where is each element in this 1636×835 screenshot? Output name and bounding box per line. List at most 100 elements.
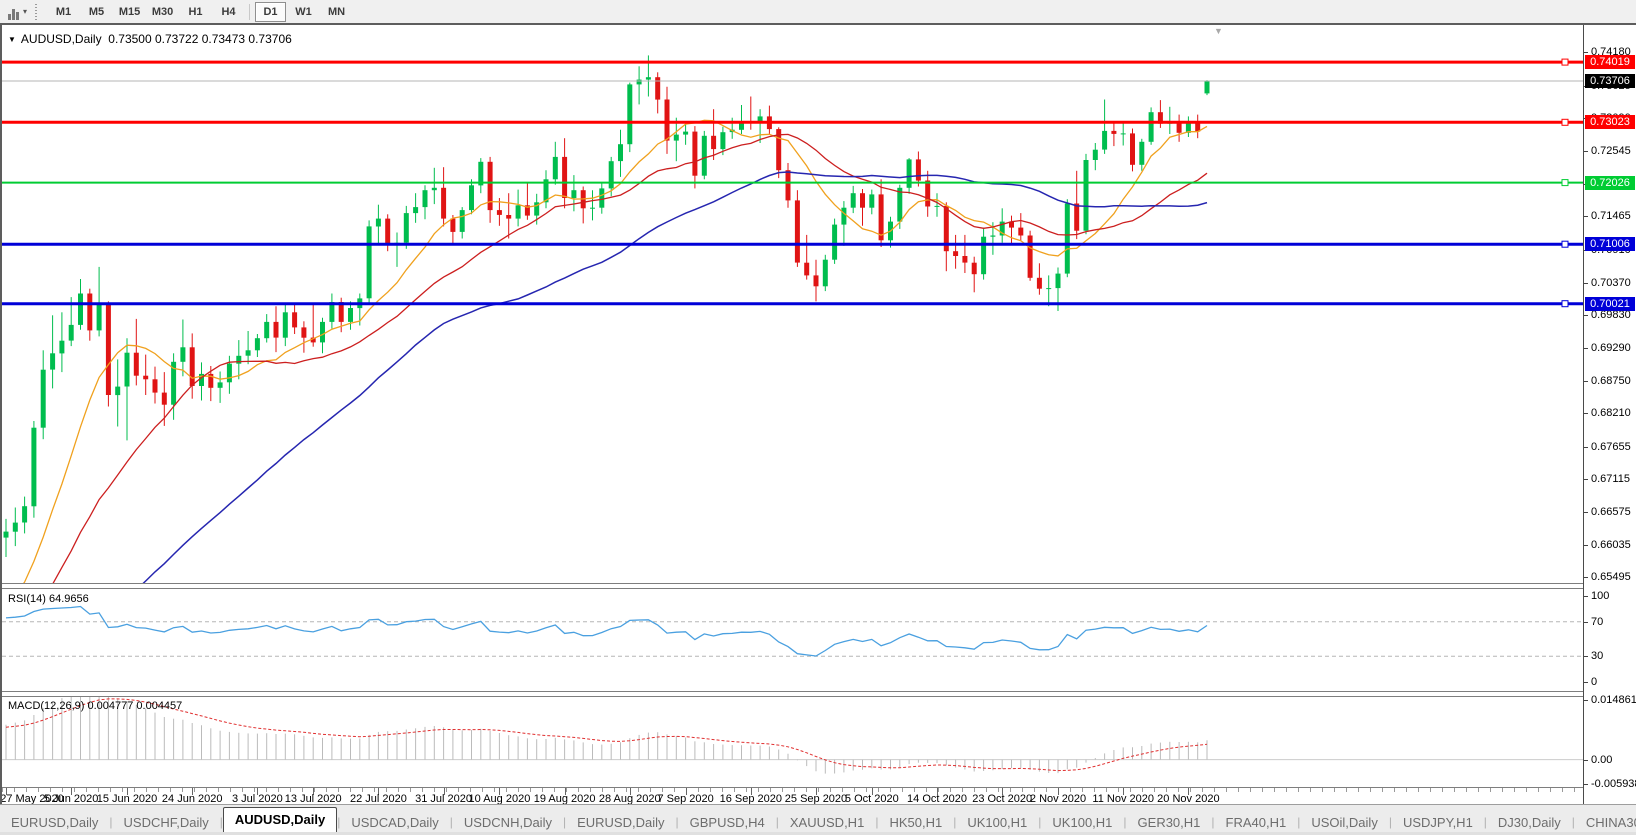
timeframe-button-h1[interactable]: H1 — [188, 5, 203, 18]
chart-tab-uk100[interactable]: UK100,H1 — [967, 815, 1028, 830]
chart-management-icon[interactable] — [4, 4, 22, 20]
date-label: 20 Nov 2020 — [1157, 793, 1220, 805]
price-tick-label: 0.66035 — [1584, 539, 1631, 551]
date-major-tick — [686, 788, 687, 795]
level-price-label: 0.70021 — [1585, 297, 1635, 311]
toolbar-grip[interactable] — [35, 3, 41, 20]
chart-tab-xauusd[interactable]: XAUUSD,H1 — [789, 815, 865, 830]
level-price-label: 0.74019 — [1585, 55, 1635, 69]
date-label: 19 Aug 2020 — [533, 793, 596, 805]
macd-signal-line — [5, 698, 1208, 772]
timeframe-button-d1[interactable]: D1 — [255, 1, 287, 22]
level-price-label: 0.72026 — [1585, 176, 1635, 190]
chart-tab-fra40[interactable]: FRA40,H1 — [1225, 815, 1287, 830]
chart-tab-usdchf[interactable]: USDCHF,Daily — [123, 815, 209, 830]
rsi-axis-label: 30 — [1584, 650, 1603, 662]
date-major-tick — [937, 788, 938, 795]
current-price-label: 0.73706 — [1585, 74, 1635, 88]
rsi-svg — [2, 605, 1583, 657]
timeframe-button-w1[interactable]: W1 — [295, 5, 312, 18]
timeframe-button-mn[interactable]: MN — [327, 5, 346, 18]
date-major-tick — [1188, 788, 1189, 795]
rsi-label: RSI(14) 64.9656 — [8, 593, 89, 605]
date-major-tick — [630, 788, 631, 795]
date-major-tick — [565, 788, 566, 795]
chart-tab-usdjpy[interactable]: USDJPY,H1 — [1402, 815, 1473, 830]
candlestick-chart[interactable] — [2, 25, 1583, 583]
date-label: 24 Jun 2020 — [161, 793, 223, 805]
chart-tab-audusd[interactable]: AUDUSD,Daily — [222, 807, 338, 833]
line-handle — [1561, 58, 1569, 66]
rsi-indicator-panel[interactable]: RSI(14) 64.9656 — [2, 589, 1583, 691]
tab-separator: | — [337, 815, 341, 829]
chart-tab-eurusd[interactable]: EURUSD,Daily — [577, 815, 665, 830]
date-label: 14 Oct 2020 — [907, 793, 967, 805]
date-major-tick — [1002, 788, 1003, 795]
date-label: 22 Jul 2020 — [349, 793, 407, 805]
chart-tab-china300[interactable]: CHINA300,H1 — [1585, 815, 1636, 830]
chart-tab-eurusd[interactable]: EURUSD,Daily — [11, 815, 99, 830]
date-label: 7 Sep 2020 — [657, 793, 714, 805]
chart-tab-hk50[interactable]: HK50,H1 — [889, 815, 943, 830]
date-label: 31 Jul 2020 — [415, 793, 473, 805]
macd-indicator-panel[interactable]: MACD(12,26,9) 0.004777 0.004457 — [2, 697, 1583, 787]
chart-shift-marker-icon[interactable]: ▼ — [1214, 26, 1223, 36]
date-axis-ticks — [2, 788, 1583, 792]
date-major-tick — [6, 788, 7, 795]
date-major-tick — [257, 788, 258, 795]
price-tick-label: 0.71465 — [1584, 210, 1631, 222]
price-tick-label: 0.67115 — [1584, 473, 1630, 485]
tab-separator: | — [1297, 815, 1301, 829]
date-major-tick — [872, 788, 873, 795]
date-major-tick — [751, 788, 752, 795]
collapse-triangle-icon[interactable]: ▼ — [8, 35, 16, 44]
date-label: 13 Jul 2020 — [284, 793, 342, 805]
chart-tab-usdcad[interactable]: USDCAD,Daily — [351, 815, 439, 830]
rsi-axis-label: 0 — [1584, 676, 1597, 688]
date-major-tick — [192, 788, 193, 795]
price-chart-panel[interactable]: ▼ AUDUSD,Daily 0.73500 0.73722 0.73473 0.… — [2, 25, 1583, 583]
price-tick-label: 0.67655 — [1584, 441, 1631, 453]
chart-tab-dj30[interactable]: DJ30,Daily — [1497, 815, 1561, 830]
macd-axis-label: 0.00 — [1584, 754, 1612, 766]
date-major-tick — [1058, 788, 1059, 795]
chart-tab-usdcnh[interactable]: USDCNH,Daily — [463, 815, 552, 830]
timeframe-button-m30[interactable]: M30 — [151, 5, 174, 18]
chart-tab-gbpusd[interactable]: GBPUSD,H4 — [689, 815, 765, 830]
moving-average-line — [23, 119, 1208, 583]
tab-separator: | — [109, 815, 113, 829]
date-label: 27 May 2020 — [2, 793, 64, 805]
tab-separator: | — [953, 815, 957, 829]
date-major-tick — [127, 788, 128, 795]
timeframe-button-m1[interactable]: M1 — [55, 5, 72, 18]
panel-divider — [2, 787, 1635, 788]
price-tick-label: 0.69290 — [1584, 342, 1631, 354]
chart-tab-ger30[interactable]: GER30,H1 — [1137, 815, 1201, 830]
chart-dropdown-caret-icon[interactable]: ▾ — [23, 7, 28, 16]
level-price-label: 0.71006 — [1585, 237, 1635, 251]
price-tick-label: 0.72545 — [1584, 145, 1631, 157]
macd-axis-label: -0.005938 — [1584, 778, 1636, 790]
timeframe-button-h4[interactable]: H4 — [221, 5, 236, 18]
date-axis[interactable]: 27 May 2020 5 Jun 2020 15 Jun 2020 24 Jun 2… — [2, 788, 1583, 806]
macd-svg — [2, 697, 1583, 774]
date-major-tick — [499, 788, 500, 795]
rsi-axis-label: 100 — [1584, 590, 1609, 602]
date-label: 25 Sep 2020 — [784, 793, 848, 805]
chart-tab-uk100[interactable]: UK100,H1 — [1052, 815, 1113, 830]
main-chart-svg — [2, 55, 1583, 583]
price-axis[interactable]: 0.741800.736250.730900.725450.720100.714… — [1583, 25, 1636, 806]
timeframe-button-m15[interactable]: M15 — [118, 5, 141, 18]
moving-average-line — [52, 133, 1208, 583]
timeframe-button-m5[interactable]: M5 — [88, 5, 105, 18]
date-label: 28 Aug 2020 — [598, 793, 661, 805]
date-major-tick — [444, 788, 445, 795]
price-tick-label: 0.66575 — [1584, 506, 1631, 518]
panel-divider[interactable] — [2, 583, 1635, 589]
tab-separator: | — [1038, 815, 1042, 829]
panel-divider[interactable] — [2, 691, 1635, 697]
tab-separator: | — [1211, 815, 1215, 829]
chart-tab-usoil[interactable]: USOil,Daily — [1311, 815, 1378, 830]
tab-separator: | — [675, 815, 679, 829]
